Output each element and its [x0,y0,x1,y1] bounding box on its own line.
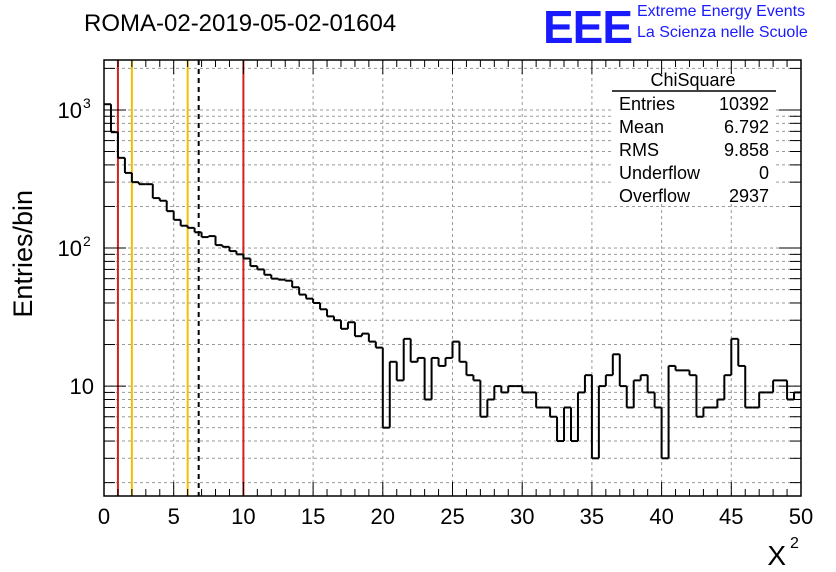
y-tick-label: 10 [58,98,82,123]
stats-row-value: 0 [759,163,769,183]
axes [103,59,802,497]
stats-row-value: 10392 [719,94,769,114]
x-tick-label: 0 [98,504,110,529]
stats-box-bg [612,74,776,202]
x-tick-label: 35 [580,504,604,529]
x-tick-label: 20 [371,504,395,529]
stats-row-label: Entries [619,94,675,114]
stats-row-value: 2937 [729,186,769,206]
stats-box-title: ChiSquare [650,70,735,90]
x-tick-label: 5 [168,504,180,529]
eee-logo: EEE [543,1,633,53]
y-tick-exponent: 2 [83,233,91,249]
stats-row-label: Underflow [619,163,701,183]
y-tick-exponent: 3 [83,95,91,111]
stats-row-value: 6.792 [724,117,769,137]
x-tick-label: 10 [231,504,255,529]
logo-line-1: Extreme Energy Events [637,3,806,20]
chart-title: ROMA-02-2019-05-02-01604 [84,10,397,37]
y-tick-label: 10 [70,374,94,399]
histogram-series [104,103,801,460]
x-tick-label: 50 [789,504,813,529]
x-tick-label: 45 [719,504,743,529]
x-axis-label: X [767,540,786,571]
stats-box: ChiSquare Entries 10392 Mean 6.792 RMS 9.858 Un… [612,70,776,206]
grid-lines [104,60,801,496]
x-tick-label: 30 [510,504,534,529]
x-axis-label-exponent: 2 [790,535,799,552]
marker-lines [116,60,245,496]
x-tick-label: 15 [301,504,325,529]
stats-row-value: 9.858 [724,140,769,160]
stats-row-label: Overflow [619,186,691,206]
x-tick-label: 40 [649,504,673,529]
logo-line-2: La Scienza nelle Scuole [637,24,808,41]
stats-row-label: Mean [619,117,664,137]
stats-row-label: RMS [619,140,659,160]
x-tick-label: 25 [440,504,464,529]
y-tick-label: 10 [58,236,82,261]
